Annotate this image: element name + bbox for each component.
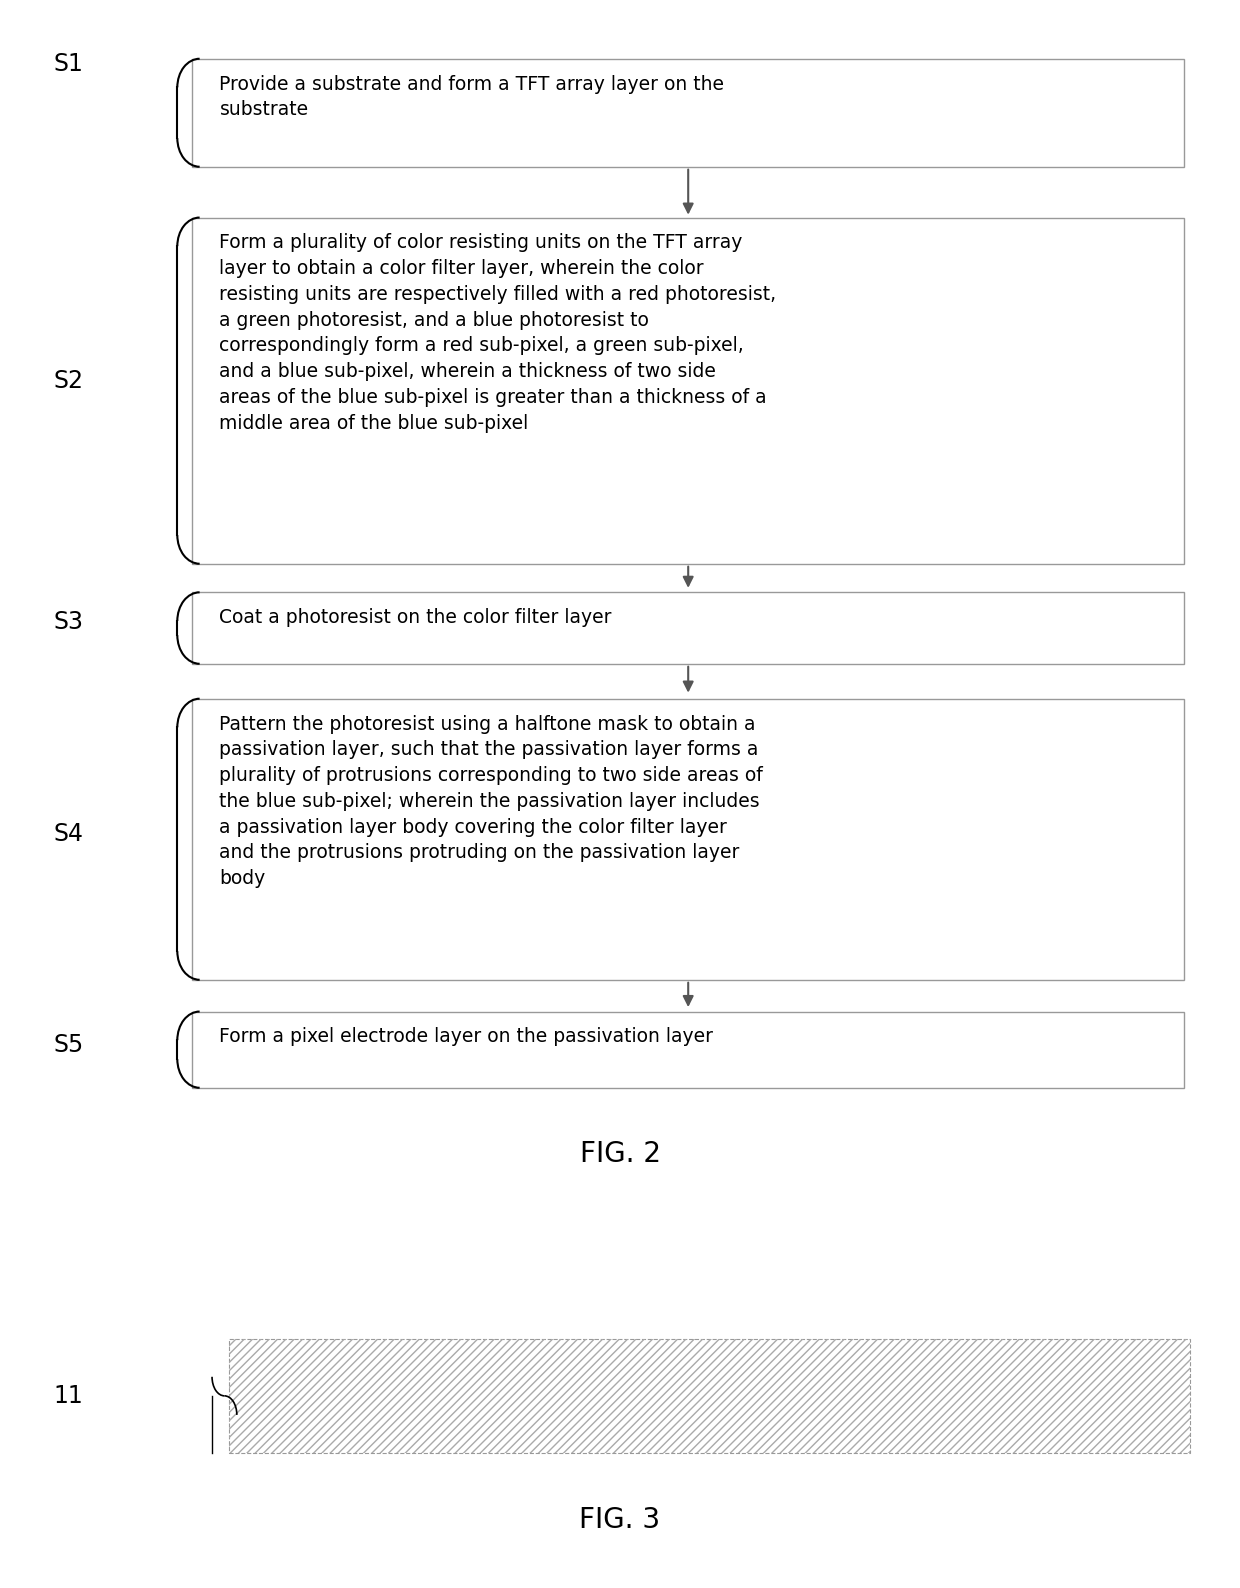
Bar (192, 592, 1184, 664)
Bar (229, 1339, 1190, 1453)
Text: S5: S5 (53, 1032, 83, 1058)
Text: FIG. 3: FIG. 3 (579, 1505, 661, 1534)
Text: 11: 11 (53, 1383, 83, 1409)
Text: S1: S1 (53, 51, 83, 76)
Text: S2: S2 (53, 368, 83, 394)
Text: S3: S3 (53, 610, 83, 635)
Bar (192, 59, 1184, 167)
Text: FIG. 2: FIG. 2 (579, 1140, 661, 1169)
Text: Pattern the photoresist using a halftone mask to obtain a
passivation layer, suc: Pattern the photoresist using a halftone… (219, 715, 764, 888)
Text: Form a plurality of color resisting units on the TFT array
layer to obtain a col: Form a plurality of color resisting unit… (219, 233, 776, 432)
Text: Form a pixel electrode layer on the passivation layer: Form a pixel electrode layer on the pass… (219, 1027, 713, 1046)
Text: Coat a photoresist on the color filter layer: Coat a photoresist on the color filter l… (219, 608, 613, 627)
Bar (192, 1012, 1184, 1088)
Bar (229, 1339, 1190, 1453)
Text: Provide a substrate and form a TFT array layer on the
substrate: Provide a substrate and form a TFT array… (219, 75, 724, 119)
Bar (192, 699, 1184, 980)
Text: S4: S4 (53, 821, 83, 846)
Bar (192, 218, 1184, 564)
